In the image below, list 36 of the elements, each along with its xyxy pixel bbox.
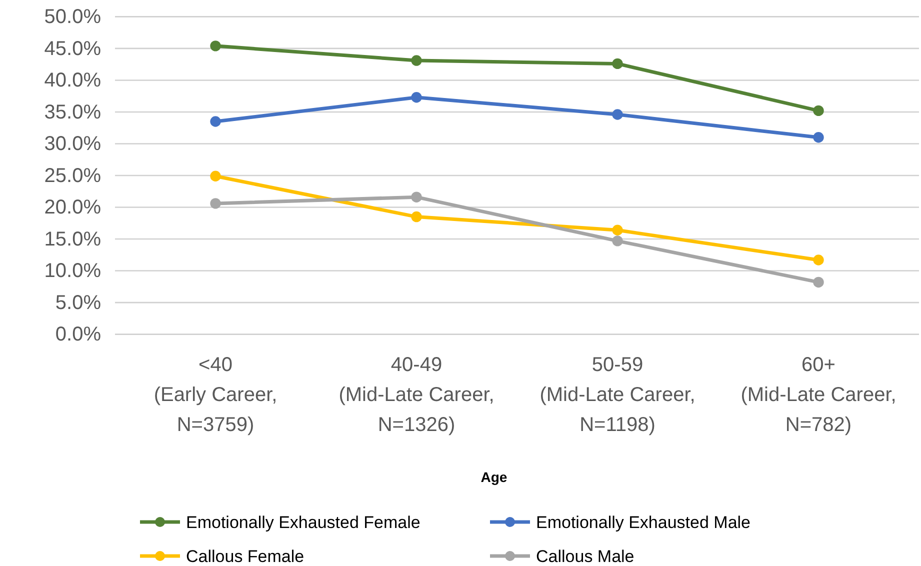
legend-label: Callous Male — [536, 547, 634, 566]
y-tick-label: 30.0% — [44, 133, 102, 156]
point — [612, 58, 623, 70]
point — [612, 236, 623, 246]
x-tick-label: 40-49 (Mid-Late Career, N=1326) — [338, 354, 494, 436]
legend-label: Callous Female — [186, 547, 304, 566]
y-tick-label: 35.0% — [44, 101, 102, 124]
legend-label: Emotionally Exhausted Male — [536, 513, 751, 532]
point — [813, 132, 824, 143]
y-tick-label: 25.0% — [44, 164, 102, 187]
point — [210, 170, 221, 182]
y-tick-label: 20.0% — [44, 196, 102, 219]
point — [411, 192, 422, 202]
point — [813, 276, 824, 288]
legend-label: Emotionally Exhausted Female — [186, 513, 420, 532]
x-tick-label: <40 (Early Career, N=3759) — [154, 354, 278, 436]
point — [612, 109, 623, 120]
point — [411, 211, 422, 222]
point — [813, 105, 824, 116]
x-tick-label: 50-59 (Mid-Late Career, N=1198) — [540, 354, 696, 436]
point — [210, 198, 221, 209]
y-tick-label: 10.0% — [44, 260, 102, 282]
x-tick-label: 60+ (Mid-Late Career, N=782) — [740, 354, 896, 436]
y-tick-label: 15.0% — [44, 228, 102, 250]
y-tick-label: 0.0% — [55, 324, 102, 346]
y-tick-label: 50.0% — [44, 6, 102, 28]
point — [210, 116, 221, 127]
y-tick-label: 40.0% — [44, 70, 102, 92]
y-tick-label: 5.0% — [55, 292, 102, 314]
y-tick-label: 45.0% — [44, 38, 102, 60]
point — [411, 92, 422, 103]
point — [210, 40, 221, 52]
point — [813, 254, 824, 266]
x-axis-title: Age — [480, 469, 508, 485]
point — [411, 55, 422, 66]
point — [612, 224, 623, 236]
